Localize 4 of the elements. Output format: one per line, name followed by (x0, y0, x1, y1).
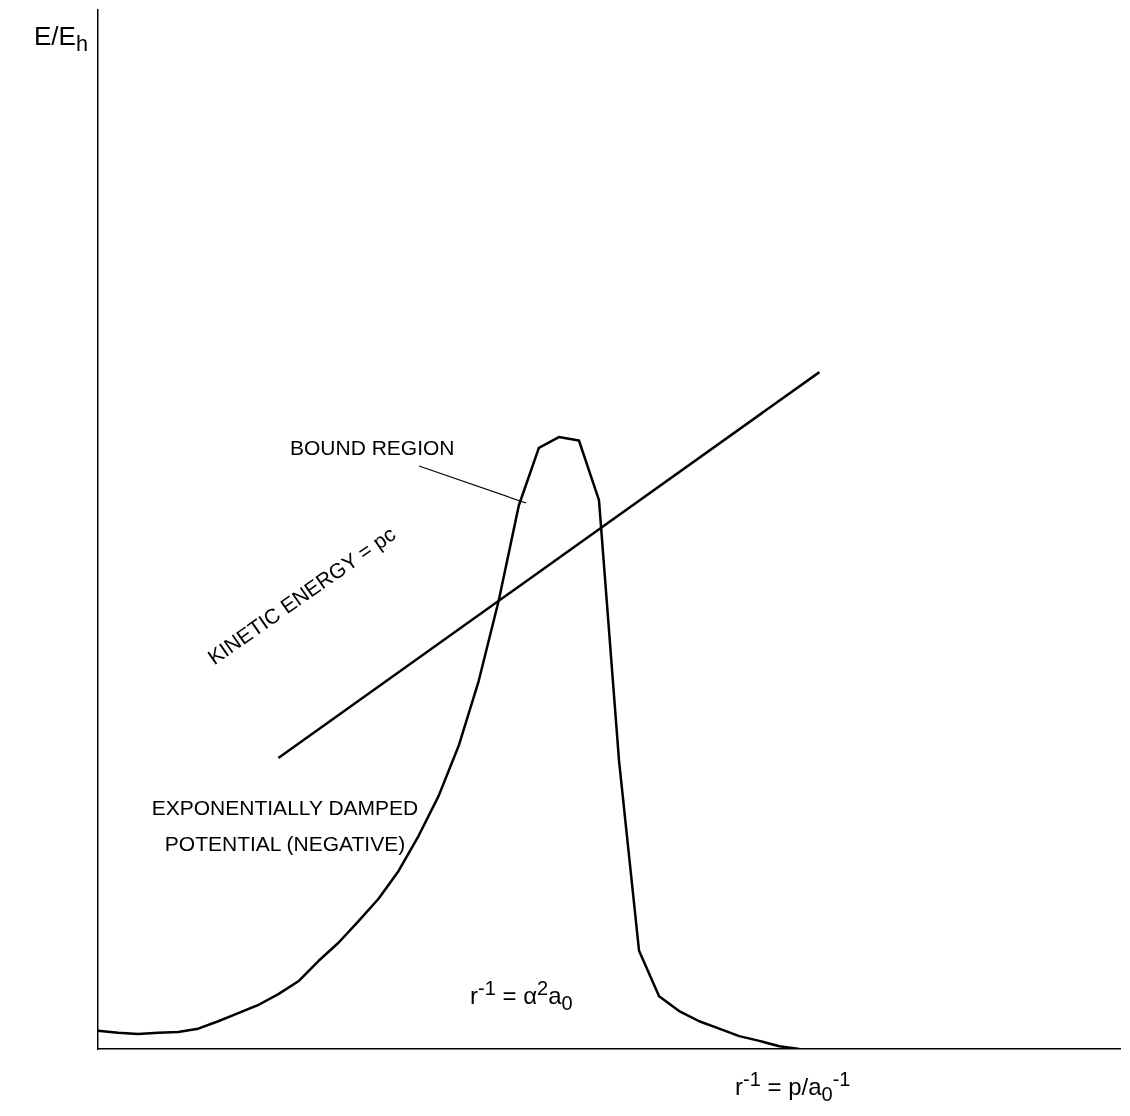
annotation: BOUND REGION (290, 435, 456, 461)
annotation: EXPONENTIALLY DAMPED POTENTIAL (NEGATIVE) (150, 795, 420, 857)
annotation: r$^{-1}$ = α$^{2}$a$_{0}$ (470, 976, 574, 1016)
text: E/E$_{h}$ (34, 20, 89, 59)
